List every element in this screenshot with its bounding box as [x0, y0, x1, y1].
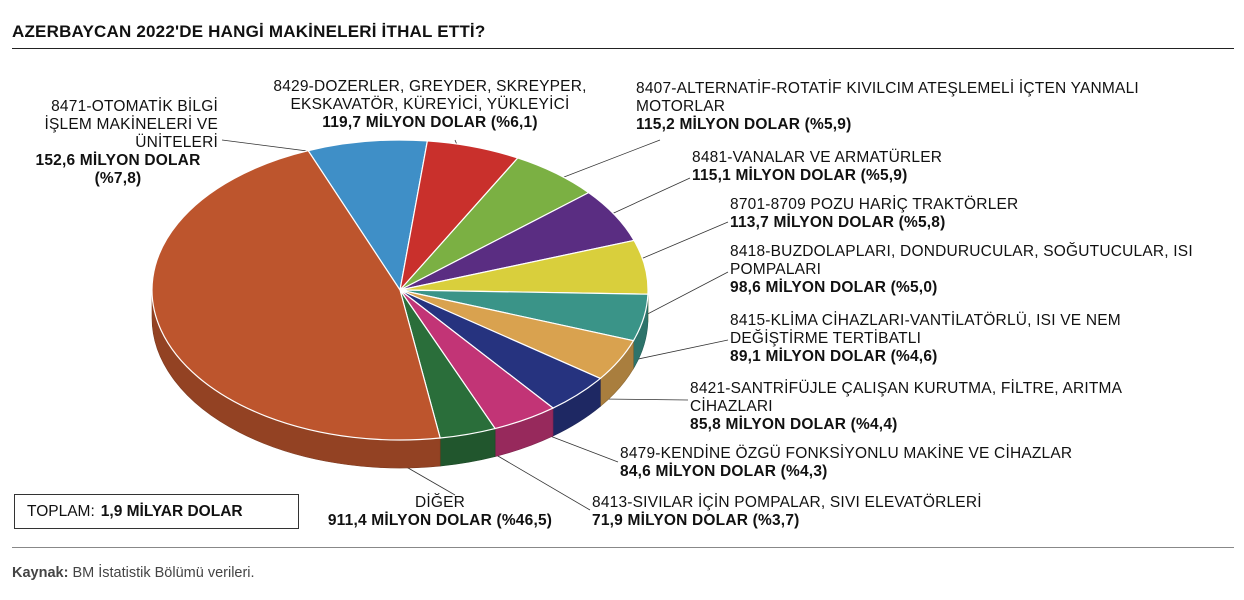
label-8471-value: 152,6 MİLYON DOLAR (%7,8) — [35, 152, 201, 187]
label-8418-value: 98,6 MİLYON DOLAR (%5,0) — [730, 279, 938, 296]
label-8407-name: 8407-ALTERNATİF-ROTATİF KIVILCIM ATEŞLEM… — [636, 80, 1139, 115]
total-label: TOPLAM: — [27, 502, 95, 520]
total-box: TOPLAM: 1,9 MİLYAR DOLAR — [14, 494, 299, 529]
label-8407: 8407-ALTERNATİF-ROTATİF KIVILCIM ATEŞLEM… — [636, 80, 1216, 134]
label-8413-value: 71,9 MİLYON DOLAR (%3,7) — [592, 512, 800, 529]
label-8481: 8481-VANALAR VE ARMATÜRLER 115,1 MİLYON … — [692, 149, 1092, 185]
label-8471: 8471-OTOMATİK BİLGİ İŞLEM MAKİNELERİ VE … — [18, 98, 218, 188]
label-8418-name: 8418-BUZDOLAPLARI, DONDURUCULAR, SOĞUTUC… — [730, 243, 1193, 278]
source-label: Kaynak: — [12, 565, 69, 581]
label-8701: 8701-8709 POZU HARİÇ TRAKTÖRLER 113,7 Mİ… — [730, 196, 1130, 232]
label-8479-value: 84,6 MİLYON DOLAR (%4,3) — [620, 463, 828, 480]
chart-title: AZERBAYCAN 2022'DE HANGİ MAKİNELERİ İTHA… — [12, 22, 486, 41]
label-8413: 8413-SIVILAR İÇİN POMPALAR, SIVI ELEVATÖ… — [592, 494, 1072, 530]
label-diger-value: 911,4 MİLYON DOLAR (%46,5) — [327, 512, 553, 529]
label-diger: DİĞER 911,4 MİLYON DOLAR (%46,5) — [300, 494, 580, 530]
source-note: Kaynak: BM İstatistik Bölümü verileri. — [12, 565, 255, 581]
label-8429: 8429-DOZERLER, GREYDER, SKREYPER, EKSKAV… — [255, 78, 605, 132]
footer-divider — [12, 547, 1234, 548]
pie-slices — [151, 139, 649, 469]
label-8481-value: 115,1 MİLYON DOLAR (%5,9) — [692, 167, 908, 184]
source-text: BM İstatistik Bölümü verileri. — [72, 565, 255, 581]
label-8421-value: 85,8 MİLYON DOLAR (%4,4) — [690, 416, 898, 433]
label-8418: 8418-BUZDOLAPLARI, DONDURUCULAR, SOĞUTUC… — [730, 243, 1230, 297]
label-8413-name: 8413-SIVILAR İÇİN POMPALAR, SIVI ELEVATÖ… — [592, 494, 982, 511]
label-8429-value: 119,7 MİLYON DOLAR (%6,1) — [322, 114, 538, 131]
label-8479: 8479-KENDİNE ÖZGÜ FONKSİYONLU MAKİNE VE … — [620, 445, 1140, 481]
title-divider — [12, 48, 1234, 49]
label-8471-name: 8471-OTOMATİK BİLGİ İŞLEM MAKİNELERİ VE … — [44, 98, 218, 151]
label-8701-value: 113,7 MİLYON DOLAR (%5,8) — [730, 214, 946, 231]
label-8415-value: 89,1 MİLYON DOLAR (%4,6) — [730, 348, 938, 365]
label-8429-name: 8429-DOZERLER, GREYDER, SKREYPER, EKSKAV… — [273, 78, 587, 113]
label-diger-name: DİĞER — [414, 494, 466, 511]
label-8415: 8415-KLİMA CİHAZLARI-VANTİLATÖRLÜ, ISI V… — [730, 312, 1210, 366]
total-value: 1,9 MİLYAR DOLAR — [100, 502, 243, 520]
label-8421: 8421-SANTRİFÜJLE ÇALIŞAN KURUTMA, FİLTRE… — [690, 380, 1170, 434]
label-8701-name: 8701-8709 POZU HARİÇ TRAKTÖRLER — [730, 196, 1019, 213]
slice-di-er — [151, 149, 441, 441]
label-8415-name: 8415-KLİMA CİHAZLARI-VANTİLATÖRLÜ, ISI V… — [730, 312, 1121, 347]
label-8479-name: 8479-KENDİNE ÖZGÜ FONKSİYONLU MAKİNE VE … — [620, 445, 1073, 462]
label-8481-name: 8481-VANALAR VE ARMATÜRLER — [692, 149, 943, 166]
label-8407-value: 115,2 MİLYON DOLAR (%5,9) — [636, 116, 852, 133]
label-8421-name: 8421-SANTRİFÜJLE ÇALIŞAN KURUTMA, FİLTRE… — [690, 380, 1123, 415]
slice-8471-otomati-k-bi-lgi-i- — [307, 139, 429, 292]
